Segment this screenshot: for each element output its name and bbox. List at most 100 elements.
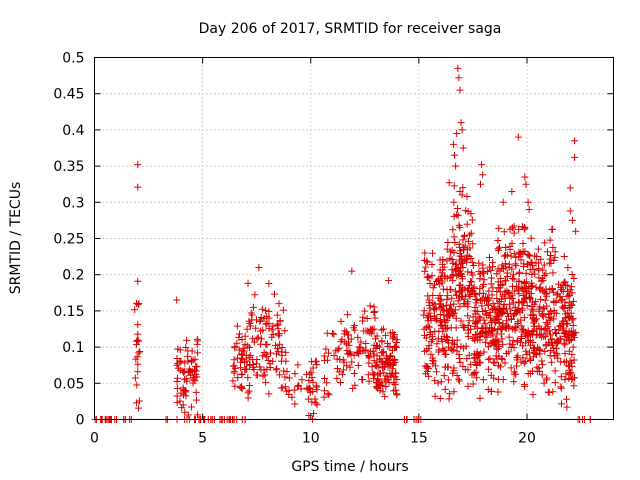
data-point	[354, 333, 362, 341]
data-point	[257, 316, 265, 324]
data-point	[456, 302, 464, 310]
data-point	[454, 204, 462, 212]
data-point	[187, 403, 195, 411]
data-point	[563, 403, 571, 411]
data-point	[479, 324, 487, 332]
data-point	[454, 271, 462, 279]
data-point	[254, 333, 262, 341]
data-point	[429, 249, 437, 257]
data-point	[181, 408, 189, 416]
data-point	[561, 329, 569, 337]
data-point	[475, 259, 483, 267]
data-point	[135, 349, 143, 357]
data-point	[505, 300, 513, 308]
data-point	[557, 373, 565, 381]
data-point	[257, 366, 265, 374]
data-point	[340, 358, 348, 366]
data-point	[365, 377, 373, 385]
data-point	[548, 358, 556, 366]
data-point	[134, 183, 142, 191]
data-point	[491, 316, 499, 324]
data-point	[360, 346, 368, 354]
data-point	[369, 369, 377, 377]
data-point	[501, 291, 509, 299]
data-point	[524, 370, 532, 378]
data-point	[508, 265, 516, 273]
data-point	[557, 384, 565, 392]
data-point	[486, 355, 494, 363]
data-point	[344, 311, 352, 319]
data-point	[345, 331, 353, 339]
data-point	[506, 242, 514, 250]
data-point	[374, 363, 382, 371]
data-point	[444, 312, 452, 320]
data-point	[472, 317, 480, 325]
data-point	[467, 325, 475, 333]
data-point	[363, 315, 371, 323]
data-point	[568, 216, 576, 224]
data-point	[237, 364, 245, 372]
data-point	[189, 379, 197, 387]
data-point	[537, 295, 545, 303]
data-point	[248, 316, 256, 324]
data-point	[555, 326, 563, 334]
data-point	[309, 364, 317, 372]
data-point	[443, 317, 451, 325]
data-point	[229, 377, 237, 385]
data-point	[283, 368, 291, 376]
data-point	[560, 253, 568, 261]
data-point	[463, 220, 471, 228]
data-point	[191, 355, 199, 363]
data-point	[529, 353, 537, 361]
data-point	[136, 348, 144, 356]
data-point	[546, 236, 554, 244]
y-tick-label: 0.1	[62, 340, 84, 356]
data-point	[487, 266, 495, 274]
data-point	[535, 346, 543, 354]
data-point	[560, 339, 568, 347]
data-point	[431, 392, 439, 400]
axis-ticks	[94, 57, 614, 420]
data-point	[236, 383, 244, 391]
data-point	[378, 326, 386, 334]
data-point	[435, 300, 443, 308]
data-point	[273, 311, 281, 319]
data-point	[497, 281, 505, 289]
data-point	[469, 284, 477, 292]
data-point	[464, 286, 472, 294]
data-point	[473, 318, 481, 326]
data-point	[465, 253, 473, 261]
data-point	[552, 330, 560, 338]
data-point	[268, 333, 276, 341]
data-point	[511, 368, 519, 376]
data-point	[560, 305, 568, 313]
data-point	[522, 180, 530, 188]
data-point	[440, 372, 448, 380]
data-point	[506, 225, 514, 233]
data-point	[455, 377, 463, 385]
data-point	[294, 361, 302, 369]
data-point	[499, 198, 507, 206]
data-point	[425, 372, 433, 380]
data-point	[184, 352, 192, 360]
data-point	[551, 367, 559, 375]
data-point	[259, 352, 267, 360]
data-point	[425, 342, 433, 350]
x-tick-label: 5	[198, 431, 207, 447]
data-point	[455, 375, 463, 383]
data-point	[313, 401, 321, 409]
data-point	[365, 353, 373, 361]
data-point	[486, 314, 494, 322]
data-point	[500, 252, 508, 260]
data-point	[449, 277, 457, 285]
data-point	[555, 280, 563, 288]
data-point	[378, 337, 386, 345]
x-axis-tick-labels: 0 5 10 15 20	[90, 431, 536, 447]
data-point	[378, 349, 386, 357]
data-point	[479, 376, 487, 384]
data-point	[549, 225, 557, 233]
data-point	[535, 274, 543, 282]
data-point	[473, 296, 481, 304]
data-point	[551, 379, 559, 387]
data-point	[569, 321, 577, 329]
